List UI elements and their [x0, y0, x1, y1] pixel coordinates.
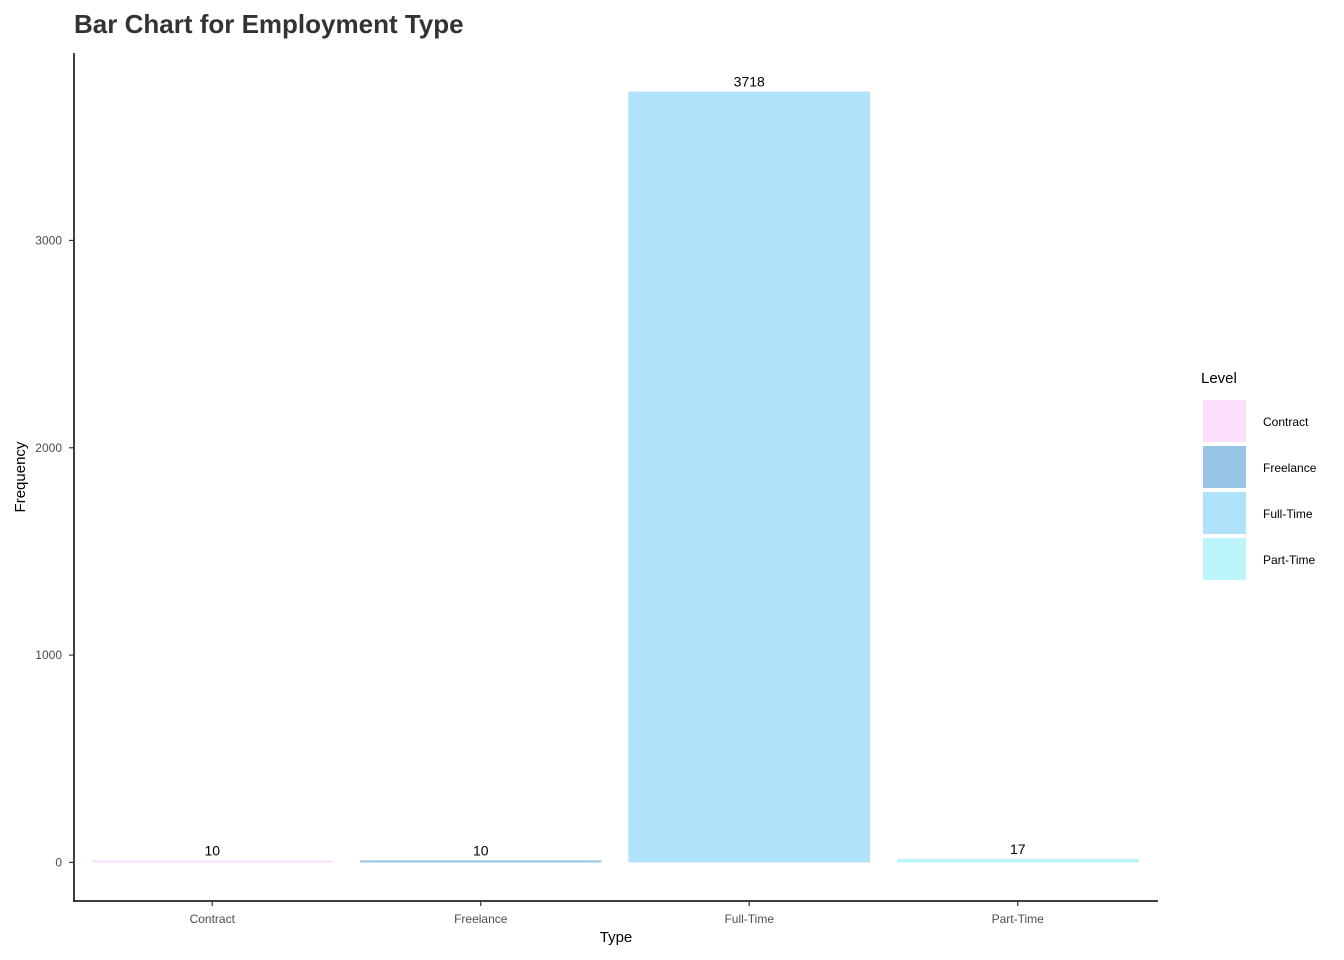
x-axis-ticks: Contract Freelance Full-Time Part-Time — [190, 901, 1045, 926]
y-axis-title: Frequency — [12, 441, 29, 512]
chart-title: Bar Chart for Employment Type — [74, 9, 464, 39]
legend-label-freelance: Freelance — [1263, 461, 1317, 475]
y-tick-label: 3000 — [35, 233, 62, 247]
legend-label-full-time: Full-Time — [1263, 507, 1313, 521]
x-tick-label: Freelance — [454, 912, 508, 926]
legend-swatch-part-time — [1203, 538, 1246, 580]
data-label-contract: 10 — [204, 842, 220, 858]
legend-label-contract: Contract — [1263, 415, 1309, 429]
y-axis-ticks: 0 1000 2000 3000 — [35, 233, 74, 869]
bar-contract — [91, 860, 334, 863]
legend-swatch-full-time — [1203, 492, 1246, 534]
y-tick-label: 1000 — [35, 648, 62, 662]
bar-part-time — [896, 858, 1139, 863]
bars — [91, 91, 1139, 863]
legend-entries: Contract Freelance Full-Time Part-Time — [1203, 400, 1317, 580]
legend: Level Contract Freelance Full-Time Part-Tim… — [1201, 370, 1317, 580]
x-tick-label: Part-Time — [992, 912, 1045, 926]
legend-swatch-contract — [1203, 400, 1246, 442]
legend-title: Level — [1201, 370, 1237, 387]
bar-freelance — [359, 860, 602, 863]
y-tick-label: 2000 — [35, 441, 62, 455]
data-label-part-time: 17 — [1010, 841, 1026, 857]
y-tick-label: 0 — [55, 855, 62, 869]
plot-area: 10 10 3718 17 0 1000 2000 3000 Contract Freelan… — [35, 53, 1158, 926]
bar-full-time — [628, 91, 871, 863]
legend-swatch-freelance — [1203, 446, 1246, 488]
legend-label-part-time: Part-Time — [1263, 553, 1316, 567]
x-axis-title: Type — [600, 929, 633, 946]
data-label-full-time: 3718 — [734, 74, 765, 90]
data-label-freelance: 10 — [473, 842, 489, 858]
x-tick-label: Contract — [190, 912, 236, 926]
data-labels: 10 10 3718 17 — [204, 74, 1025, 859]
x-tick-label: Full-Time — [724, 912, 774, 926]
